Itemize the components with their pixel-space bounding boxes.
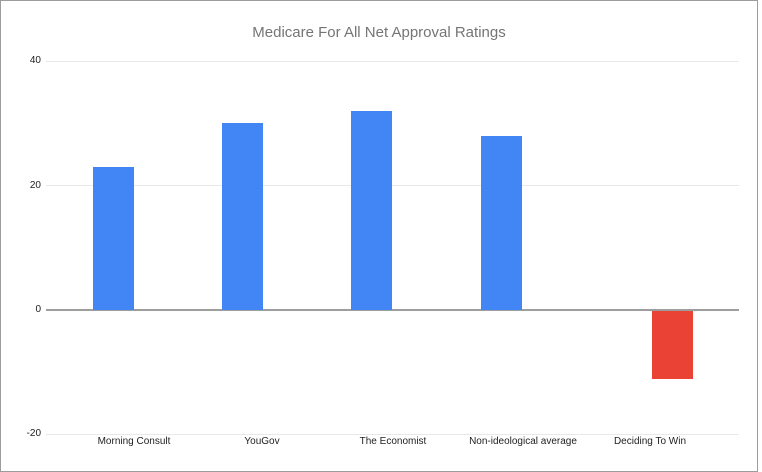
x-axis-label-yougov: YouGov [244,436,280,447]
y-axis-tick-label: 40 [29,55,41,67]
x-axis-label-the-economist: The Economist [359,436,427,447]
bar-yougov [221,123,263,310]
chart-title: Medicare For All Net Approval Ratings [252,24,506,41]
bar-deciding-to-win [651,311,693,380]
x-axis-zero-line [46,309,739,311]
bar-morning-consult [92,167,134,310]
x-axis-label-morning-consult: Morning Consult [97,436,171,447]
y-axis-tick-label: 0 [35,304,41,315]
bar-non-ideological-average [480,135,522,310]
gridline-y40 [46,60,739,62]
gridline-y20 [46,185,739,187]
y-axis-tick-label: 20 [29,179,41,191]
bar-the-economist [350,111,392,310]
y-axis-tick-label: -20 [26,428,41,440]
x-axis-label-non-ideological-average: Non-ideological average [469,436,577,447]
x-axis-label-deciding-to-win: Deciding To Win [613,436,687,447]
gridline-y-20 [46,433,739,435]
